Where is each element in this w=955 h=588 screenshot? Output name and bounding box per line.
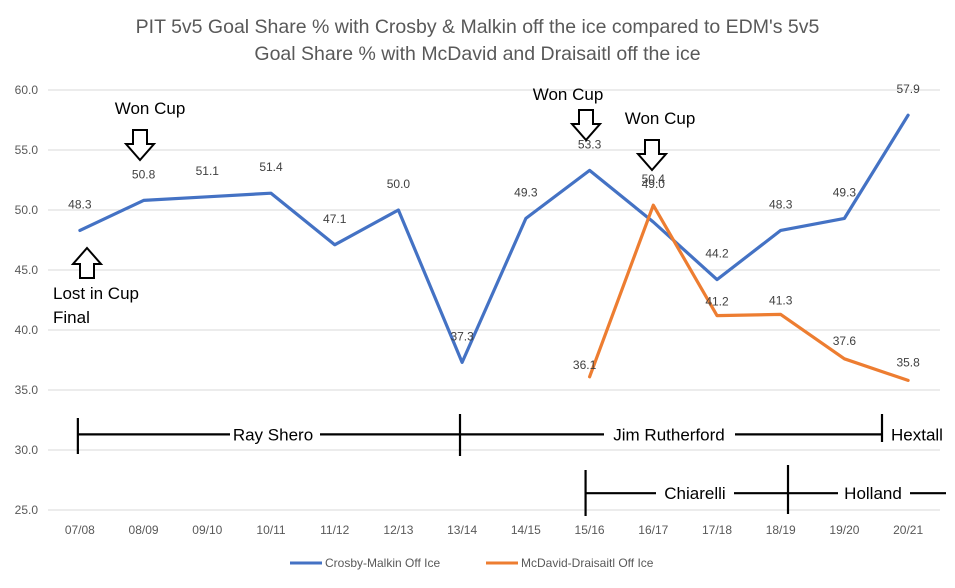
- x-tick-label: 16/17: [638, 523, 668, 537]
- x-tick-label: 12/13: [383, 523, 413, 537]
- data-label: 50.4: [642, 172, 666, 186]
- annotation-won-cup-3: Won Cup: [625, 109, 696, 128]
- chart-title-line-2: Goal Share % with McDavid and Draisaitl …: [254, 43, 701, 65]
- x-axis: 07/08 08/09 09/10 10/11 11/12 12/13 13/14 14/15…: [65, 523, 924, 537]
- y-tick-label: 50.0: [15, 203, 39, 217]
- data-label: 50.8: [132, 167, 156, 181]
- coach-label-holland: Holland: [844, 484, 902, 503]
- data-label: 44.2: [705, 247, 729, 261]
- data-label: 35.8: [896, 355, 920, 369]
- data-label: 49.3: [833, 185, 857, 199]
- data-labels: 48.3 50.8 51.1 51.4 47.1 50.0 37.3 49.3 53.3 49.0…: [68, 82, 920, 372]
- data-label: 53.3: [578, 137, 602, 151]
- series-line-crosby-malkin: [78, 113, 910, 364]
- y-tick-label: 60.0: [15, 83, 39, 97]
- legend-label-crosby-malkin: Crosby-Malkin Off Ice: [325, 556, 440, 570]
- y-tick-label: 35.0: [15, 383, 39, 397]
- coach-label-chiarelli: Chiarelli: [664, 484, 725, 503]
- down-arrow-icon: [123, 129, 157, 162]
- y-gridlines: 60.0 55.0 50.0 45.0 40.0 35.0 30.0 25.0: [15, 83, 940, 517]
- y-tick-label: 40.0: [15, 323, 39, 337]
- gm-label-hextall: Hextall: [891, 425, 943, 444]
- data-label: 48.3: [769, 197, 793, 211]
- x-tick-label: 20/21: [893, 523, 923, 537]
- x-tick-label: 19/20: [829, 523, 859, 537]
- data-label: 57.9: [896, 82, 920, 96]
- up-arrow-icon: [70, 246, 104, 279]
- x-tick-label: 13/14: [447, 523, 477, 537]
- data-label: 49.3: [514, 185, 538, 199]
- data-label: 37.3: [450, 329, 474, 343]
- annotation-won-cup-2: Won Cup: [533, 85, 604, 104]
- x-tick-label: 08/09: [129, 523, 159, 537]
- data-label: 37.6: [833, 334, 857, 348]
- x-tick-label: 14/15: [511, 523, 541, 537]
- data-label: 51.4: [259, 160, 283, 174]
- annotation-won-cup-1: Won Cup: [115, 99, 186, 118]
- y-tick-label: 55.0: [15, 143, 39, 157]
- series-line-mcdavid-draisaitl: [588, 203, 910, 382]
- data-label: 51.1: [196, 164, 220, 178]
- annotation-lost-line-1: Lost in Cup: [53, 284, 139, 303]
- x-tick-label: 09/10: [192, 523, 222, 537]
- annotation-lost-line-2: Final: [53, 308, 90, 327]
- y-tick-label: 30.0: [15, 443, 39, 457]
- y-tick-label: 25.0: [15, 503, 39, 517]
- down-arrow-icon: [635, 139, 669, 172]
- legend: Crosby-Malkin Off Ice McDavid-Draisaitl O…: [290, 556, 654, 570]
- annotations: Won Cup Won Cup Won Cup Lost in Cup Final: [53, 85, 695, 327]
- x-tick-label: 18/19: [766, 523, 796, 537]
- data-label: 41.3: [769, 293, 793, 307]
- x-tick-label: 17/18: [702, 523, 732, 537]
- data-label: 50.0: [387, 177, 411, 191]
- chart-title: PIT 5v5 Goal Share % with Crosby & Malki…: [0, 14, 955, 68]
- data-label: 36.1: [573, 358, 597, 372]
- data-label: 48.3: [68, 197, 92, 211]
- x-tick-label: 10/11: [256, 523, 285, 537]
- y-tick-label: 45.0: [15, 263, 39, 277]
- data-label: 49.0: [642, 177, 666, 191]
- chart-title-line-1: PIT 5v5 Goal Share % with Crosby & Malki…: [135, 16, 820, 38]
- gm-label-shero: Ray Shero: [233, 425, 313, 444]
- x-tick-label: 11/12: [320, 523, 349, 537]
- gm-label-rutherford: Jim Rutherford: [613, 425, 724, 444]
- series-group: [78, 113, 910, 382]
- legend-label-mcdavid-draisaitl: McDavid-Draisaitl Off Ice: [521, 556, 654, 570]
- gm-timeline: Ray Shero Jim Rutherford Hextall Chiarelli H…: [76, 414, 946, 516]
- x-tick-label: 15/16: [575, 523, 605, 537]
- x-tick-label: 07/08: [65, 523, 95, 537]
- data-label: 41.2: [705, 295, 729, 309]
- down-arrow-icon: [569, 109, 603, 142]
- data-label: 47.1: [323, 212, 347, 226]
